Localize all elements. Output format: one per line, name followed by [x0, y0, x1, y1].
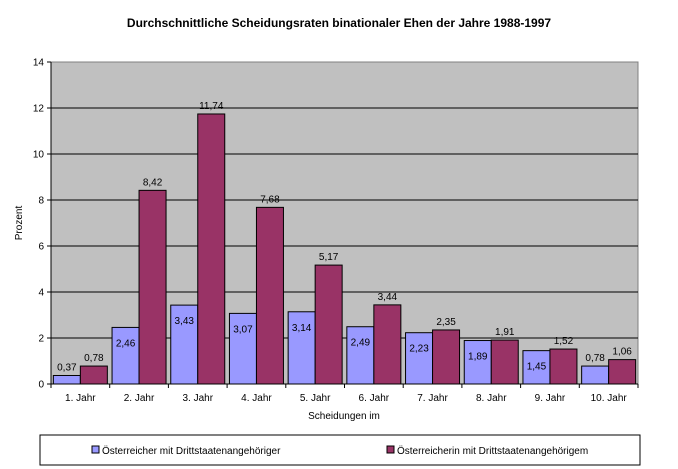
data-label: 2,46 — [116, 338, 136, 349]
data-label: 0,78 — [585, 353, 605, 364]
data-label: 3,14 — [292, 323, 312, 334]
bar-series2 — [490, 339, 519, 385]
bar-series1 — [111, 326, 140, 385]
x-tick-label: 6. Jahr — [359, 393, 390, 404]
data-label: 3,43 — [175, 316, 195, 327]
bar-series1 — [228, 312, 257, 385]
data-label: 2,35 — [436, 317, 456, 328]
y-tick-label: 4 — [38, 288, 44, 299]
bar-series2 — [373, 304, 402, 385]
bar-series2 — [432, 329, 461, 385]
legend-swatch — [91, 445, 100, 454]
bar-series2 — [255, 206, 284, 385]
data-label: 1,45 — [527, 362, 547, 373]
x-tick-label: 1. Jahr — [65, 393, 96, 404]
bar-series2 — [549, 348, 578, 385]
bar-series2 — [314, 264, 343, 385]
y-tick-label: 8 — [38, 196, 44, 207]
x-tick-label: 8. Jahr — [476, 393, 507, 404]
bar-series1 — [581, 365, 610, 385]
bar-series2 — [197, 113, 226, 385]
bar-series1 — [346, 326, 375, 385]
x-tick-label: 7. Jahr — [417, 393, 448, 404]
data-label: 3,07 — [233, 324, 253, 335]
x-tick-label: 2. Jahr — [124, 393, 155, 404]
data-label: 1,52 — [554, 336, 574, 347]
legend-box — [39, 434, 641, 466]
x-tick-label: 10. Jahr — [591, 393, 628, 404]
bar-series1 — [52, 374, 81, 385]
data-label: 11,74 — [199, 101, 224, 112]
data-label: 5,17 — [319, 252, 339, 263]
y-tick-label: 10 — [33, 150, 45, 161]
data-label: 2,49 — [351, 338, 371, 349]
y-tick-label: 0 — [38, 380, 44, 391]
x-tick-label: 4. Jahr — [241, 393, 272, 404]
data-label: 2,23 — [409, 344, 429, 355]
x-tick-label: 9. Jahr — [535, 393, 566, 404]
y-axis-label: Prozent — [14, 206, 25, 241]
data-label: 3,44 — [378, 292, 398, 303]
bar-series2 — [138, 189, 167, 385]
bar-series1 — [463, 340, 492, 385]
data-label: 0,78 — [84, 353, 104, 364]
data-label: 0,37 — [57, 362, 77, 373]
data-label: 1,89 — [468, 352, 488, 363]
bar-series2 — [79, 365, 108, 385]
x-tick-label: 5. Jahr — [300, 393, 331, 404]
data-label: 1,06 — [612, 347, 632, 358]
y-tick-label: 6 — [38, 242, 44, 253]
x-axis-label: Scheidungen im — [308, 411, 380, 422]
data-label: 1,91 — [495, 327, 515, 338]
legend-label: Österreicherin mit Drittstaatenangehörig… — [397, 445, 588, 457]
chart-title: Durchschnittliche Scheidungsraten binati… — [127, 16, 551, 30]
legend: Österreicher mit Drittstaatenangehöriger… — [39, 434, 641, 466]
data-label: 8,42 — [143, 177, 163, 188]
x-tick-label: 3. Jahr — [182, 393, 213, 404]
legend-swatch — [386, 445, 395, 454]
bar-series1 — [170, 304, 199, 385]
y-tick-label: 12 — [33, 104, 45, 115]
bar-series1 — [405, 332, 434, 385]
y-tick-label: 14 — [33, 58, 45, 69]
bar-series2 — [608, 359, 637, 385]
y-tick-label: 2 — [38, 334, 44, 345]
legend-label: Österreicher mit Drittstaatenangehöriger — [102, 445, 281, 457]
data-label: 7,68 — [260, 194, 280, 205]
bar-series1 — [522, 350, 551, 385]
